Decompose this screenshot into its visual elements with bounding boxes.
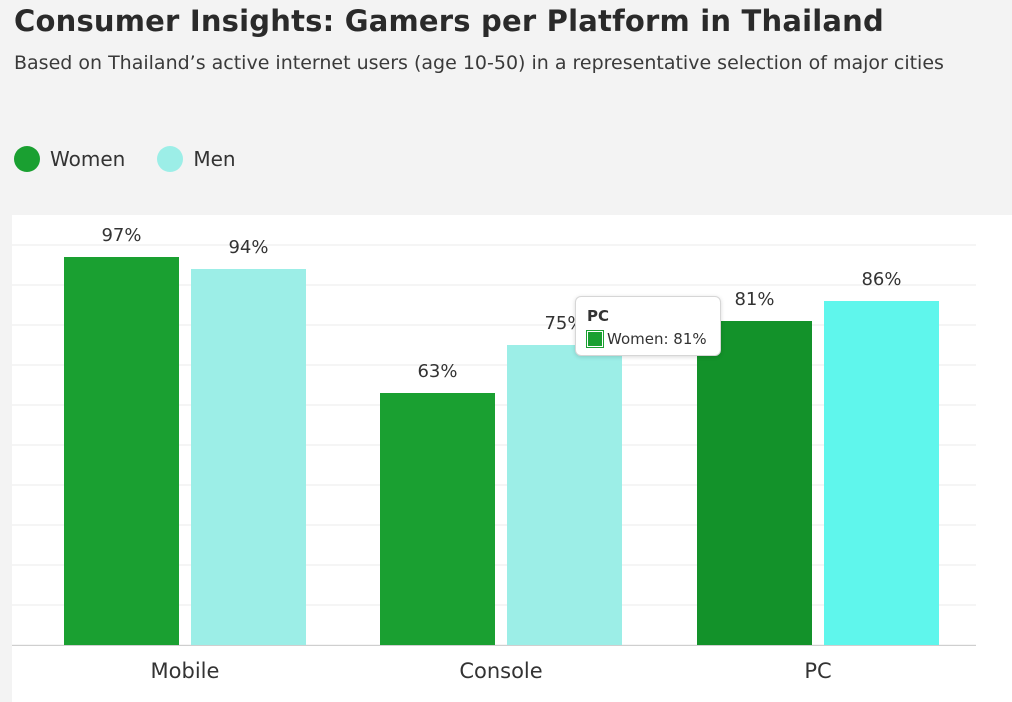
legend-swatch-men [157,146,184,172]
data-label-pc-women: 81% [734,289,774,310]
data-label-pc-men: 86% [861,269,901,290]
x-tick-label-console: Console [459,659,542,683]
bar-mobile-women[interactable] [64,257,179,645]
data-label-mobile-men: 94% [228,237,268,258]
bar-mobile-men[interactable] [191,269,306,645]
bar-pc-men[interactable] [824,301,939,645]
legend-item-women[interactable]: Women [14,146,125,172]
data-label-console-women: 63% [417,361,457,382]
x-tick-label-pc: PC [804,659,831,683]
tooltip-swatch [586,330,604,348]
data-label-console-men: 75% [544,313,584,334]
legend-item-men[interactable]: Men [157,146,236,172]
data-label-mobile-women: 97% [101,225,141,246]
bar-console-women[interactable] [380,393,495,645]
chart-title: Consumer Insights: Gamers per Platform i… [14,4,884,38]
legend-swatch-women [14,146,40,172]
bar-pc-women[interactable] [697,321,812,645]
chart-header: Consumer Insights: Gamers per Platform i… [0,0,1012,215]
x-tick-label-mobile: Mobile [151,659,220,683]
legend-label-men: Men [193,147,236,171]
chart-subtitle: Based on Thailand’s active internet user… [14,52,944,74]
tooltip-title: PC [587,307,610,325]
legend-label-women: Women [50,147,126,171]
tooltip-label: Women: 81% [607,330,707,348]
bar-console-men[interactable] [507,345,622,645]
tooltip-row: Women: 81% [586,330,710,348]
legend: Women Men [14,146,268,172]
tooltip: PC Women: 81% [575,296,721,356]
